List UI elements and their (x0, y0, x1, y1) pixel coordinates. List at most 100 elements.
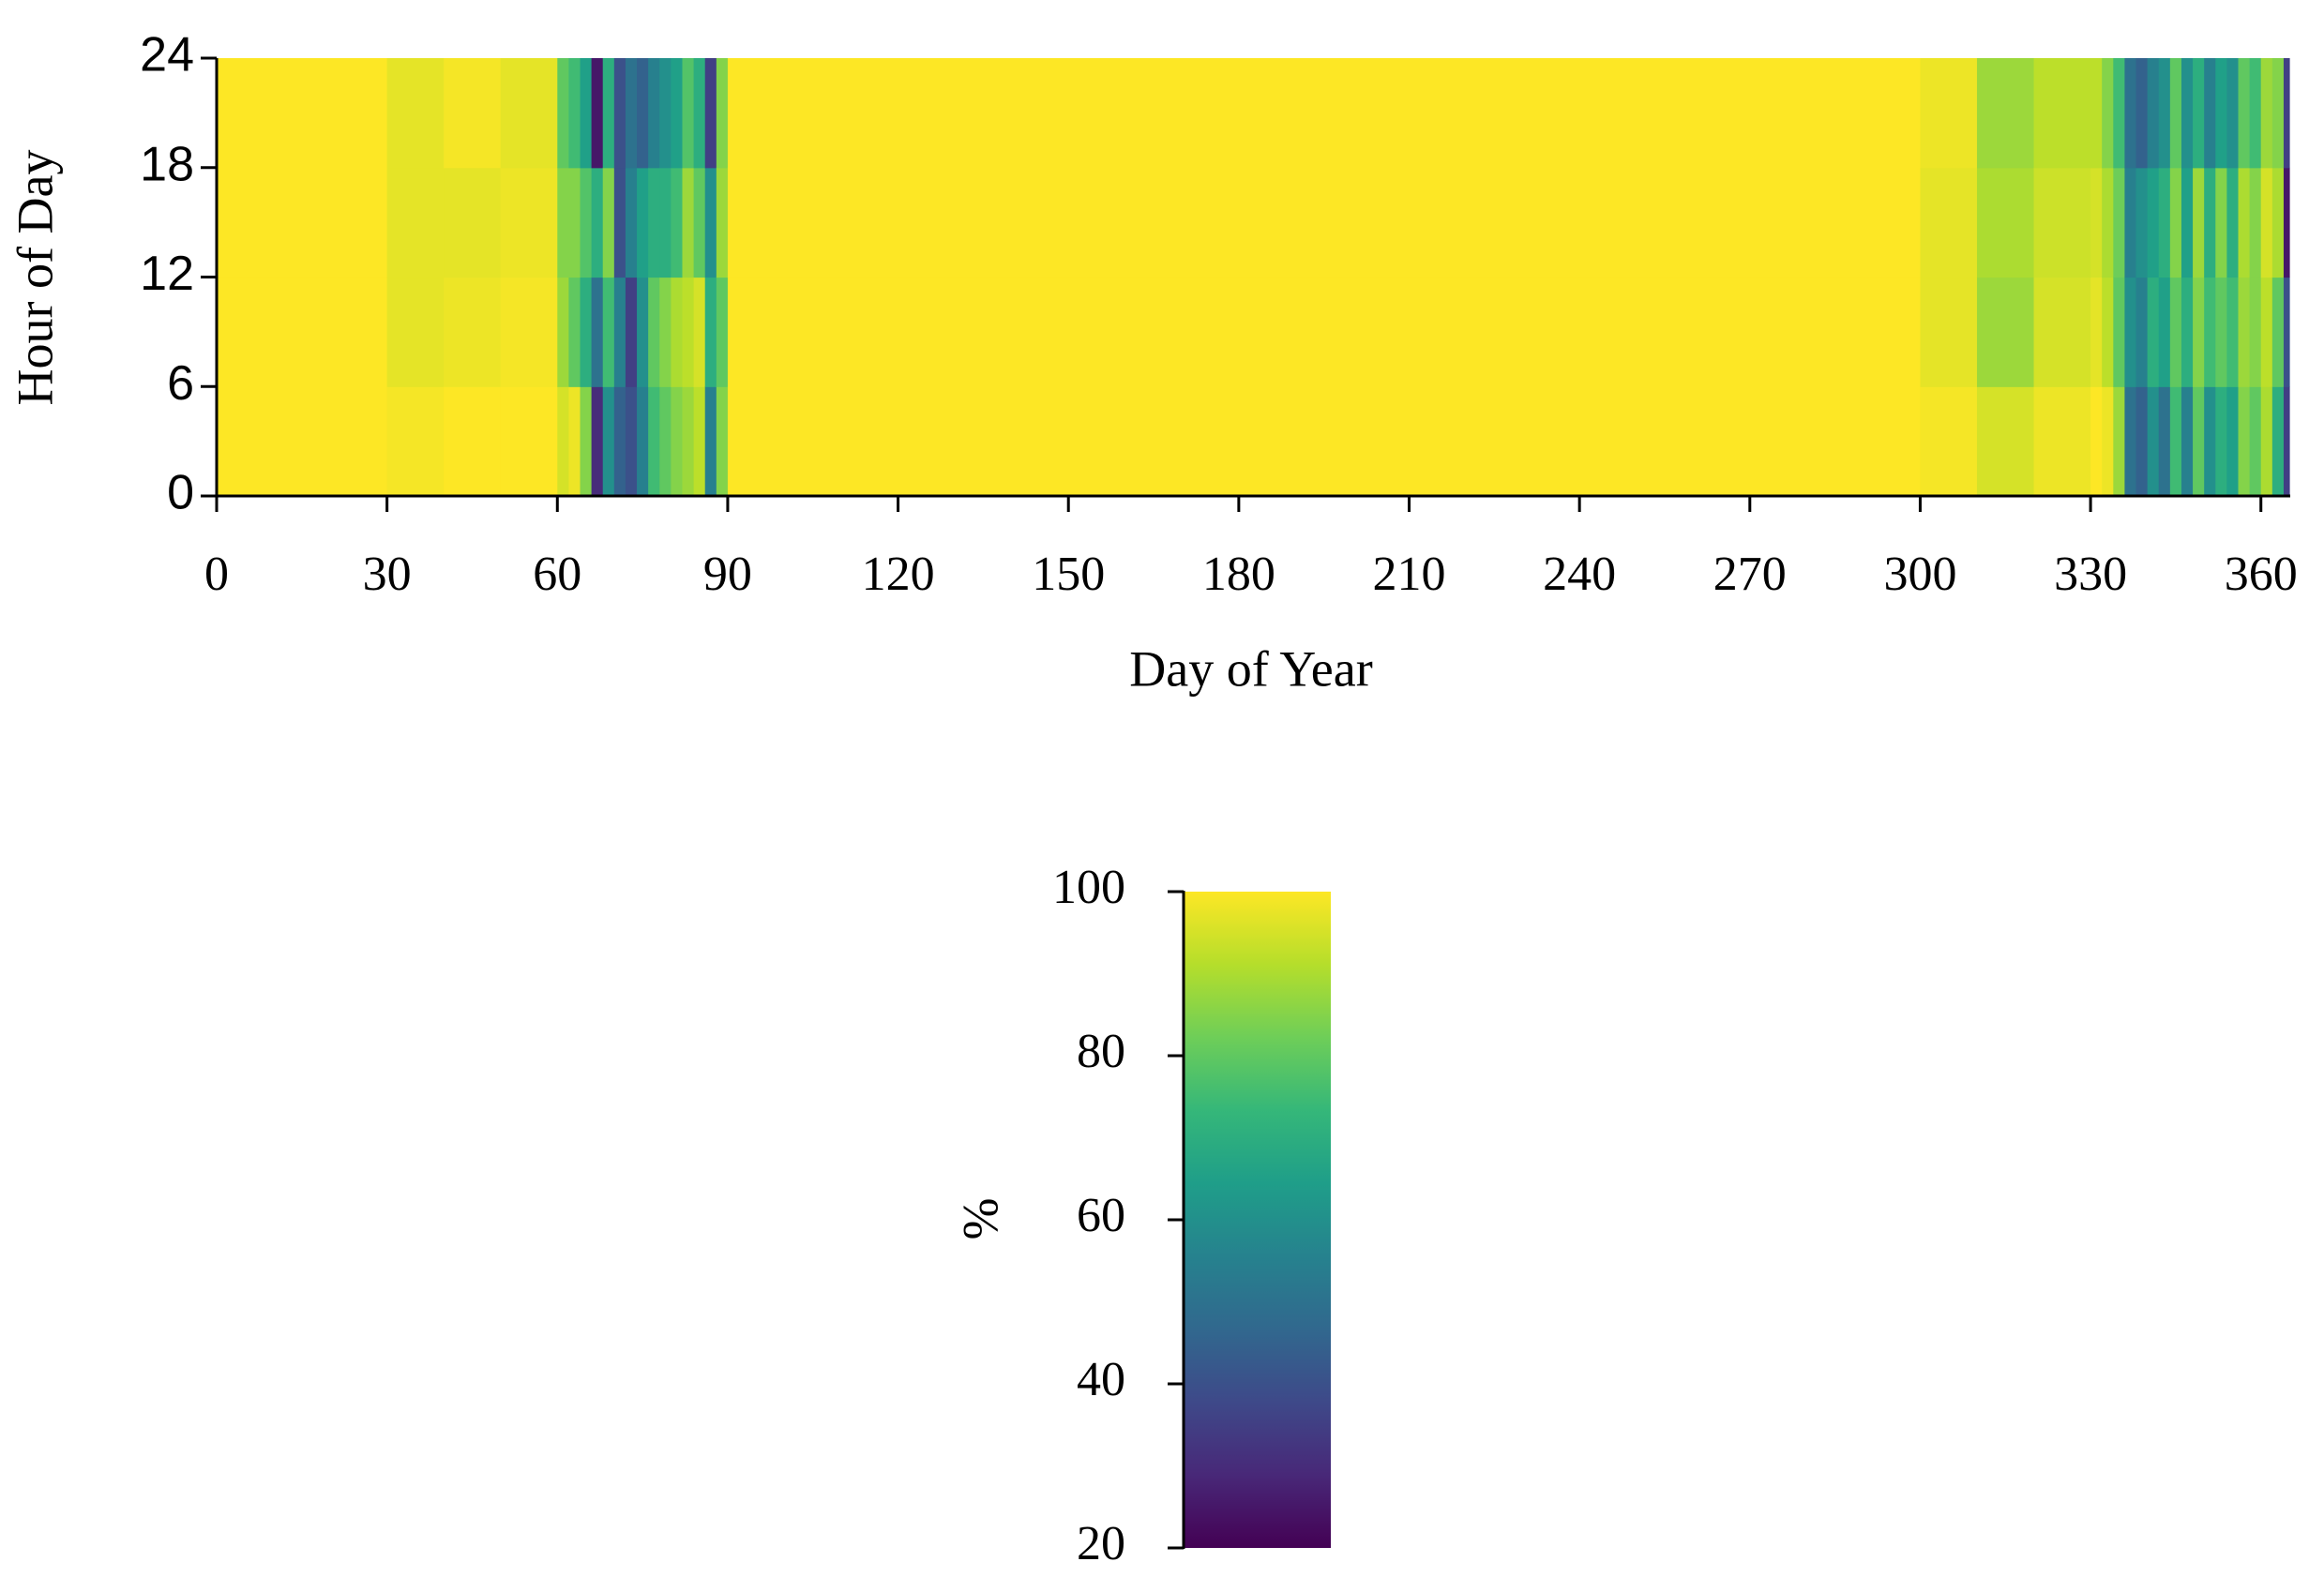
heatmap-cell (682, 386, 695, 497)
heatmap-cell (217, 277, 388, 387)
heatmap-cell (2238, 386, 2251, 497)
heatmap-cell (671, 386, 684, 497)
heatmap-cell (444, 386, 502, 497)
heatmap-cell (1976, 167, 2035, 278)
heatmap-cell (704, 167, 717, 278)
heatmap-cell (2113, 58, 2126, 169)
heatmap-cell (591, 58, 604, 169)
heatmap-cell (2283, 58, 2290, 169)
heatmap-cell (580, 277, 593, 387)
heatmap-cell (500, 58, 558, 169)
heatmap-cell (2271, 386, 2285, 497)
heatmap-cell (2102, 167, 2114, 278)
heatmap-cell (625, 167, 638, 278)
heatmap-cell (386, 386, 445, 497)
heatmap-cell (693, 386, 706, 497)
heatmap-cell (2113, 277, 2126, 387)
heatmap-cell (2238, 58, 2251, 169)
heatmap-cell (659, 58, 672, 169)
heatmap-cell (613, 167, 626, 278)
heatmap-cell (2226, 386, 2240, 497)
y-tick-label: 0 (167, 466, 194, 520)
heatmap-cell (2193, 58, 2205, 169)
heatmap-cell (2204, 277, 2216, 387)
heatmap-cell (2215, 167, 2227, 278)
heatmap-cell (2169, 58, 2182, 169)
heatmap-cell (2135, 277, 2149, 387)
heatmap-cell (2260, 277, 2273, 387)
heatmap (217, 58, 2290, 497)
heatmap-cell (580, 167, 593, 278)
heatmap-cell (693, 167, 706, 278)
heatmap-cell (693, 277, 706, 387)
heatmap-cell (2193, 277, 2205, 387)
heatmap-cell (580, 58, 593, 169)
heatmap-cell (2090, 386, 2103, 497)
colorbar (1184, 892, 1331, 1548)
heatmap-cell (2249, 58, 2262, 169)
heatmap-cell (2204, 167, 2216, 278)
heatmap-cell (716, 167, 729, 278)
heatmap-cell (2260, 58, 2273, 169)
heatmap-cell (671, 58, 684, 169)
y-tick-label: 12 (140, 247, 194, 301)
heatmap-cell (2147, 58, 2160, 169)
heatmap-cell (444, 167, 502, 278)
heatmap-cell (682, 167, 695, 278)
heatmap-cell (659, 386, 672, 497)
heatmap-cell (1920, 386, 1978, 497)
heatmap-cell (2226, 167, 2240, 278)
heatmap-cell (727, 58, 1922, 169)
heatmap-cell (2147, 277, 2160, 387)
heatmap-cell (2238, 277, 2251, 387)
heatmap-cell (568, 386, 581, 497)
heatmap-cell (2193, 386, 2205, 497)
heatmap-cell (602, 167, 615, 278)
heatmap-cell (716, 386, 729, 497)
heatmap-cell (637, 167, 649, 278)
x-tick-label: 150 (1032, 548, 1105, 601)
heatmap-cell (500, 386, 558, 497)
colorbar-tick-label: 40 (1077, 1353, 1125, 1406)
heatmap-cell (2271, 277, 2285, 387)
heatmap-cell (2181, 386, 2194, 497)
heatmap-cell (2158, 386, 2171, 497)
heatmap-cell (2238, 167, 2251, 278)
heatmap-cell (727, 386, 1922, 497)
x-tick-label: 120 (862, 548, 935, 601)
heatmap-cell (2226, 277, 2240, 387)
heatmap-cell (217, 386, 388, 497)
heatmap-cell (2124, 277, 2137, 387)
heatmap-cell (716, 277, 729, 387)
heatmap-cell (2158, 167, 2171, 278)
y-axis-label: Hour of Day (7, 150, 63, 406)
colorbar-tick-label: 80 (1077, 1025, 1125, 1078)
heatmap-cell (2193, 167, 2205, 278)
heatmap-cell (2181, 167, 2194, 278)
heatmap-cell (2135, 167, 2149, 278)
heatmap-cell (2181, 58, 2194, 169)
heatmap-cell (625, 277, 638, 387)
heatmap-cell (648, 58, 660, 169)
heatmap-cell (637, 58, 649, 169)
y-tick-label: 24 (140, 28, 194, 83)
x-tick-label: 270 (1713, 548, 1787, 601)
heatmap-cell (727, 167, 1922, 278)
heatmap-cell (386, 167, 445, 278)
heatmap-cell (716, 58, 729, 169)
x-tick-label: 300 (1883, 548, 1956, 601)
heatmap-cell (557, 167, 569, 278)
heatmap-cell (625, 386, 638, 497)
heatmap-cell (2135, 386, 2149, 497)
heatmap-cell (2102, 277, 2114, 387)
heatmap-cell (2215, 58, 2227, 169)
heatmap-cell (2033, 167, 2091, 278)
heatmap-cell (2204, 386, 2216, 497)
x-tick-label: 240 (1543, 548, 1616, 601)
heatmap-cell (568, 167, 581, 278)
y-tick-label: 18 (140, 137, 194, 191)
heatmap-cell (637, 386, 649, 497)
heatmap-cell (2102, 58, 2114, 169)
